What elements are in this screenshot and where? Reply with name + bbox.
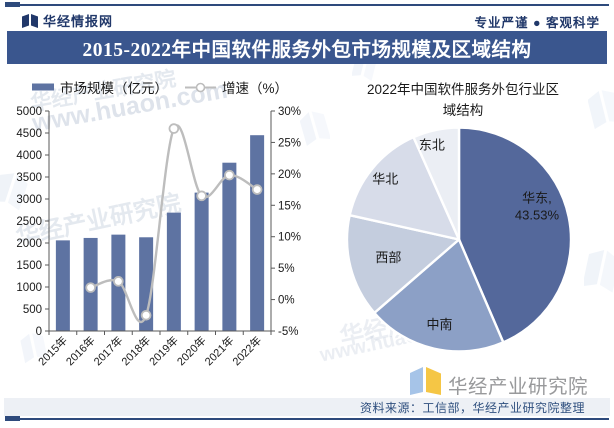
pie-slice-2: [345, 214, 461, 315]
top-rule-handle: [5, 2, 20, 7]
pie-label-3: 华北: [372, 172, 398, 187]
growth-marker: [85, 282, 96, 293]
pie-chart: 华东, 43.53% 中南 西部 华北 东北: [345, 126, 573, 353]
x-axis-label: 2015年: [35, 333, 70, 368]
right-axis-label: 5%: [278, 263, 295, 275]
footer-logo-icon: [410, 367, 441, 395]
x-axis-label: 2019年: [146, 333, 181, 368]
growth-marker: [224, 169, 235, 181]
legend-item-market-size: 市场规模（亿元）: [31, 77, 168, 97]
left-axis-label: 500: [23, 304, 42, 316]
right-axis-label: 30%: [278, 106, 301, 118]
right-axis-label: 15%: [278, 200, 301, 212]
bar-2019年: [166, 212, 181, 331]
pie-slice-1: [373, 238, 505, 353]
page-title: 2015-2022年中国软件服务外包市场规模及区域结构: [82, 40, 532, 61]
left-axis-label: 1000: [16, 282, 42, 294]
pie-label-1: 中南: [427, 317, 453, 332]
pie-label-2: 西部: [375, 250, 401, 265]
legend-label-growth: 增速（%）: [221, 81, 288, 96]
footer-brand-name: 华经产业研究院: [448, 376, 589, 398]
source-bar: 资料来源：工信部，华经产业研究院整理: [4, 398, 610, 416]
combo-legend: 市场规模（亿元） 增速（%）: [10, 77, 310, 97]
left-axis-label: 3500: [16, 172, 42, 184]
footer-brand: 华经产业研究院: [409, 366, 588, 399]
right-axis-label: 0%: [278, 295, 295, 307]
left-axis-label: 4000: [16, 150, 42, 162]
legend-item-growth: 增速（%）: [184, 77, 288, 97]
right-axis-label: 25%: [278, 137, 301, 149]
bottom-rule-handle: [5, 416, 20, 421]
x-axis-label: 2018年: [118, 333, 153, 368]
title-bar: 2015-2022年中国软件服务外包市场规模及区域结构: [7, 31, 607, 64]
pie-slice-4: [412, 126, 461, 241]
x-axis-label: 2020年: [174, 333, 209, 368]
bar-2018年: [139, 237, 154, 331]
x-axis-label: 2022年: [229, 333, 264, 368]
right-axis-label: 20%: [278, 169, 301, 181]
header-tagline: 专业严谨 ● 客观科学: [474, 16, 600, 30]
pie-slice-0: [457, 126, 573, 344]
bar-2015年: [55, 240, 70, 331]
left-axis-label: 2500: [16, 216, 42, 228]
left-axis-label: 1500: [16, 260, 42, 272]
brand-logo-icon: [22, 13, 38, 28]
growth-marker: [113, 276, 124, 287]
growth-marker: [140, 309, 152, 321]
bar-swatch-icon: [31, 83, 54, 91]
left-axis-label: 4500: [16, 128, 42, 140]
source-text: 资料来源：工信部，华经产业研究院整理: [359, 400, 585, 415]
pie-title: 2022年中国软件服务外包行业区 域结构: [366, 82, 560, 119]
x-axis-label: 2016年: [63, 333, 98, 368]
left-axis-label: 2000: [16, 238, 42, 250]
brand-name: 华经情报网: [43, 14, 114, 29]
top-rule: [5, 4, 609, 6]
left-axis-label: 0: [36, 326, 42, 338]
line-swatch-icon: [184, 82, 216, 92]
growth-marker: [168, 123, 180, 134]
combo-chart: 0 500 1000 1500 2000 2500 3000 3500 4000 4500 5000…: [16, 106, 301, 368]
right-axis-label: -5%: [278, 326, 298, 338]
right-axis-label: 10%: [278, 232, 301, 244]
bar-2022年: [250, 135, 265, 331]
legend-label-market-size: 市场规模（亿元）: [59, 81, 168, 96]
bar-2021年: [222, 162, 237, 331]
pie-label-4: 东北: [419, 137, 445, 152]
header-brand: 华经情报网: [22, 11, 113, 30]
growth-marker: [196, 190, 207, 202]
x-axis-label: 2021年: [202, 333, 237, 368]
x-axis-label: 2017年: [91, 333, 126, 368]
left-axis-label: 5000: [16, 106, 42, 118]
left-axis-label: 3000: [16, 194, 42, 206]
growth-marker: [251, 184, 263, 195]
bottom-rule: [5, 418, 609, 420]
pie-label-0: 华东, 43.53%: [515, 190, 560, 222]
pie-slice-3: [348, 135, 461, 241]
bar-2020年: [194, 192, 209, 331]
